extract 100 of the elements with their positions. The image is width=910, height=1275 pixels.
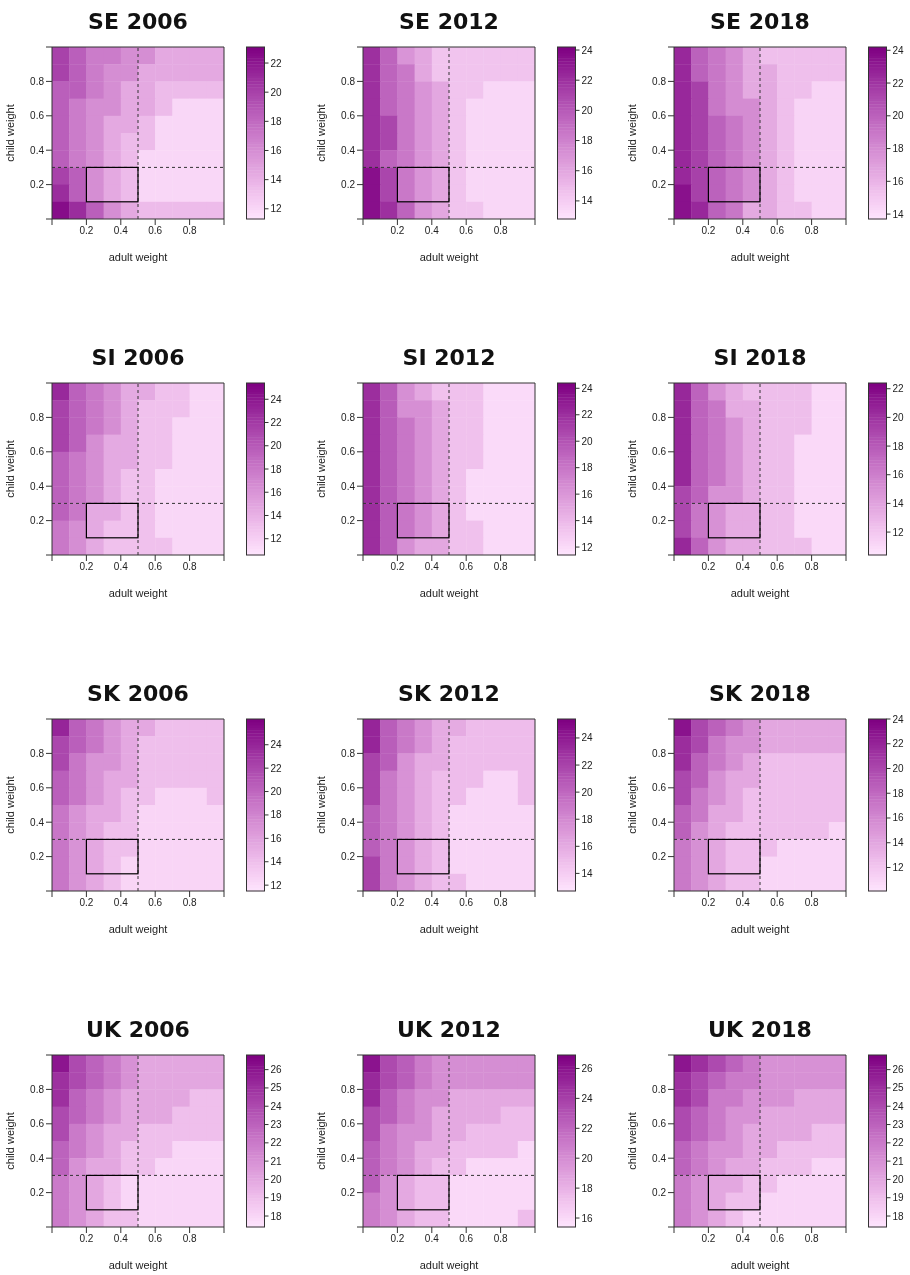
- x-axis-title: adult weight: [730, 1259, 790, 1271]
- color-bar-label: 12: [270, 879, 283, 891]
- color-bar-label: 16: [270, 144, 283, 156]
- chart-title: SK 2018: [708, 681, 812, 707]
- x-tick-label: 0.2: [390, 897, 405, 909]
- y-axis-title: child weight: [625, 104, 638, 162]
- color-bar-label: 16: [892, 469, 905, 481]
- color-bar-label: 18: [892, 440, 905, 452]
- color-bar-label: 26: [892, 1064, 905, 1076]
- y-tick-label: 0.2: [341, 515, 356, 527]
- color-bar-label: 16: [892, 175, 905, 187]
- y-axis-title: child weight: [3, 440, 16, 498]
- color-bar-label: 23: [892, 1119, 905, 1131]
- y-axis-title: child weight: [314, 776, 327, 834]
- y-tick-label: 0.8: [30, 411, 45, 423]
- color-bar-label: 24: [270, 393, 283, 405]
- y-tick-label: 0.2: [652, 515, 667, 527]
- color-bar-label: 16: [270, 486, 283, 498]
- color-bar-label: 14: [581, 515, 594, 527]
- color-bar-label: 25: [892, 1082, 905, 1094]
- y-tick-label: 0.2: [30, 1187, 45, 1199]
- color-bar-label: 14: [892, 208, 905, 220]
- color-bar-label: 18: [581, 813, 594, 825]
- y-axis-title: child weight: [3, 104, 16, 162]
- y-tick-label: 0.6: [30, 782, 45, 794]
- y-tick-label: 0.6: [341, 110, 356, 122]
- x-axis-title: adult weight: [419, 251, 479, 263]
- y-tick-label: 0.8: [652, 747, 667, 759]
- x-tick-label: 0.6: [148, 561, 163, 573]
- color-bar-label: 20: [270, 86, 283, 98]
- x-tick-label: 0.8: [804, 1233, 819, 1245]
- x-tick-label: 0.2: [701, 225, 716, 237]
- x-tick-label: 0.6: [770, 897, 785, 909]
- x-tick-label: 0.2: [79, 897, 94, 909]
- color-bar-label: 24: [581, 44, 594, 56]
- x-tick-label: 0.6: [770, 1233, 785, 1245]
- x-tick-label: 0.2: [79, 225, 94, 237]
- y-axis-title: child weight: [625, 776, 638, 834]
- x-tick-label: 0.8: [493, 225, 508, 237]
- x-tick-label: 0.4: [735, 1233, 751, 1245]
- x-tick-label: 0.4: [113, 1233, 129, 1245]
- color-bar-label: 14: [581, 867, 594, 879]
- color-bar-label: 24: [581, 732, 594, 744]
- color-bar-label: 22: [270, 762, 283, 774]
- color-bar-label: 24: [270, 739, 283, 751]
- y-tick-label: 0.4: [30, 480, 45, 492]
- x-tick-label: 0.6: [459, 561, 474, 573]
- color-bar-label: 12: [892, 861, 905, 873]
- color-bar-label: 14: [892, 837, 905, 849]
- color-bar-label: 20: [892, 763, 905, 774]
- y-tick-label: 0.2: [341, 851, 356, 863]
- x-axis-title: adult weight: [730, 251, 790, 263]
- y-tick-label: 0.8: [341, 75, 356, 87]
- color-bar-label: 14: [892, 497, 905, 509]
- x-tick-label: 0.2: [79, 561, 94, 573]
- y-tick-label: 0.6: [652, 110, 667, 122]
- x-tick-label: 0.8: [493, 561, 508, 573]
- y-axis-title: child weight: [3, 776, 16, 834]
- y-tick-label: 0.6: [652, 782, 667, 794]
- y-tick-label: 0.8: [30, 747, 45, 759]
- color-bar-label: 22: [581, 1122, 594, 1134]
- y-tick-label: 0.8: [30, 1083, 45, 1095]
- x-tick-label: 0.4: [113, 225, 129, 237]
- x-axis-title: adult weight: [108, 251, 168, 263]
- y-tick-label: 0.4: [652, 1152, 667, 1164]
- color-bar-label: 20: [581, 104, 594, 116]
- x-tick-label: 0.2: [701, 1233, 716, 1245]
- chart-title: UK 2006: [85, 1017, 191, 1043]
- x-axis-title: adult weight: [108, 587, 168, 599]
- color-bar-label: 24: [581, 382, 594, 394]
- color-bar-label: 20: [892, 110, 905, 122]
- x-axis-title: adult weight: [108, 923, 168, 935]
- color-bar-label: 19: [892, 1192, 905, 1204]
- x-tick-label: 0.8: [182, 225, 197, 237]
- y-tick-label: 0.4: [652, 816, 667, 828]
- y-tick-label: 0.8: [341, 1083, 356, 1095]
- chart-title: SE 2018: [709, 9, 811, 35]
- y-tick-label: 0.2: [652, 1187, 667, 1199]
- color-bar-label: 18: [581, 462, 594, 474]
- y-tick-label: 0.4: [341, 480, 356, 492]
- x-tick-label: 0.4: [113, 561, 129, 573]
- color-bar-label: 16: [892, 812, 905, 824]
- color-bar-label: 14: [581, 195, 594, 207]
- chart-title: UK 2018: [707, 1017, 813, 1043]
- x-tick-label: 0.8: [182, 561, 197, 573]
- x-tick-label: 0.4: [424, 1233, 440, 1245]
- y-tick-label: 0.6: [652, 446, 667, 458]
- x-tick-label: 0.6: [148, 1233, 163, 1245]
- color-bar-label: 26: [270, 1064, 283, 1076]
- x-tick-label: 0.8: [804, 225, 819, 237]
- x-axis-title: adult weight: [108, 1259, 168, 1271]
- y-tick-label: 0.8: [652, 1083, 667, 1095]
- color-bar-label: 22: [581, 759, 594, 771]
- y-tick-label: 0.8: [341, 747, 356, 759]
- x-axis-title: adult weight: [419, 587, 479, 599]
- color-bar-label: 14: [270, 174, 283, 186]
- chart-title: SI 2006: [90, 345, 186, 371]
- color-bar-label: 22: [892, 77, 905, 89]
- y-axis-title: child weight: [314, 104, 327, 162]
- x-tick-label: 0.4: [113, 897, 129, 909]
